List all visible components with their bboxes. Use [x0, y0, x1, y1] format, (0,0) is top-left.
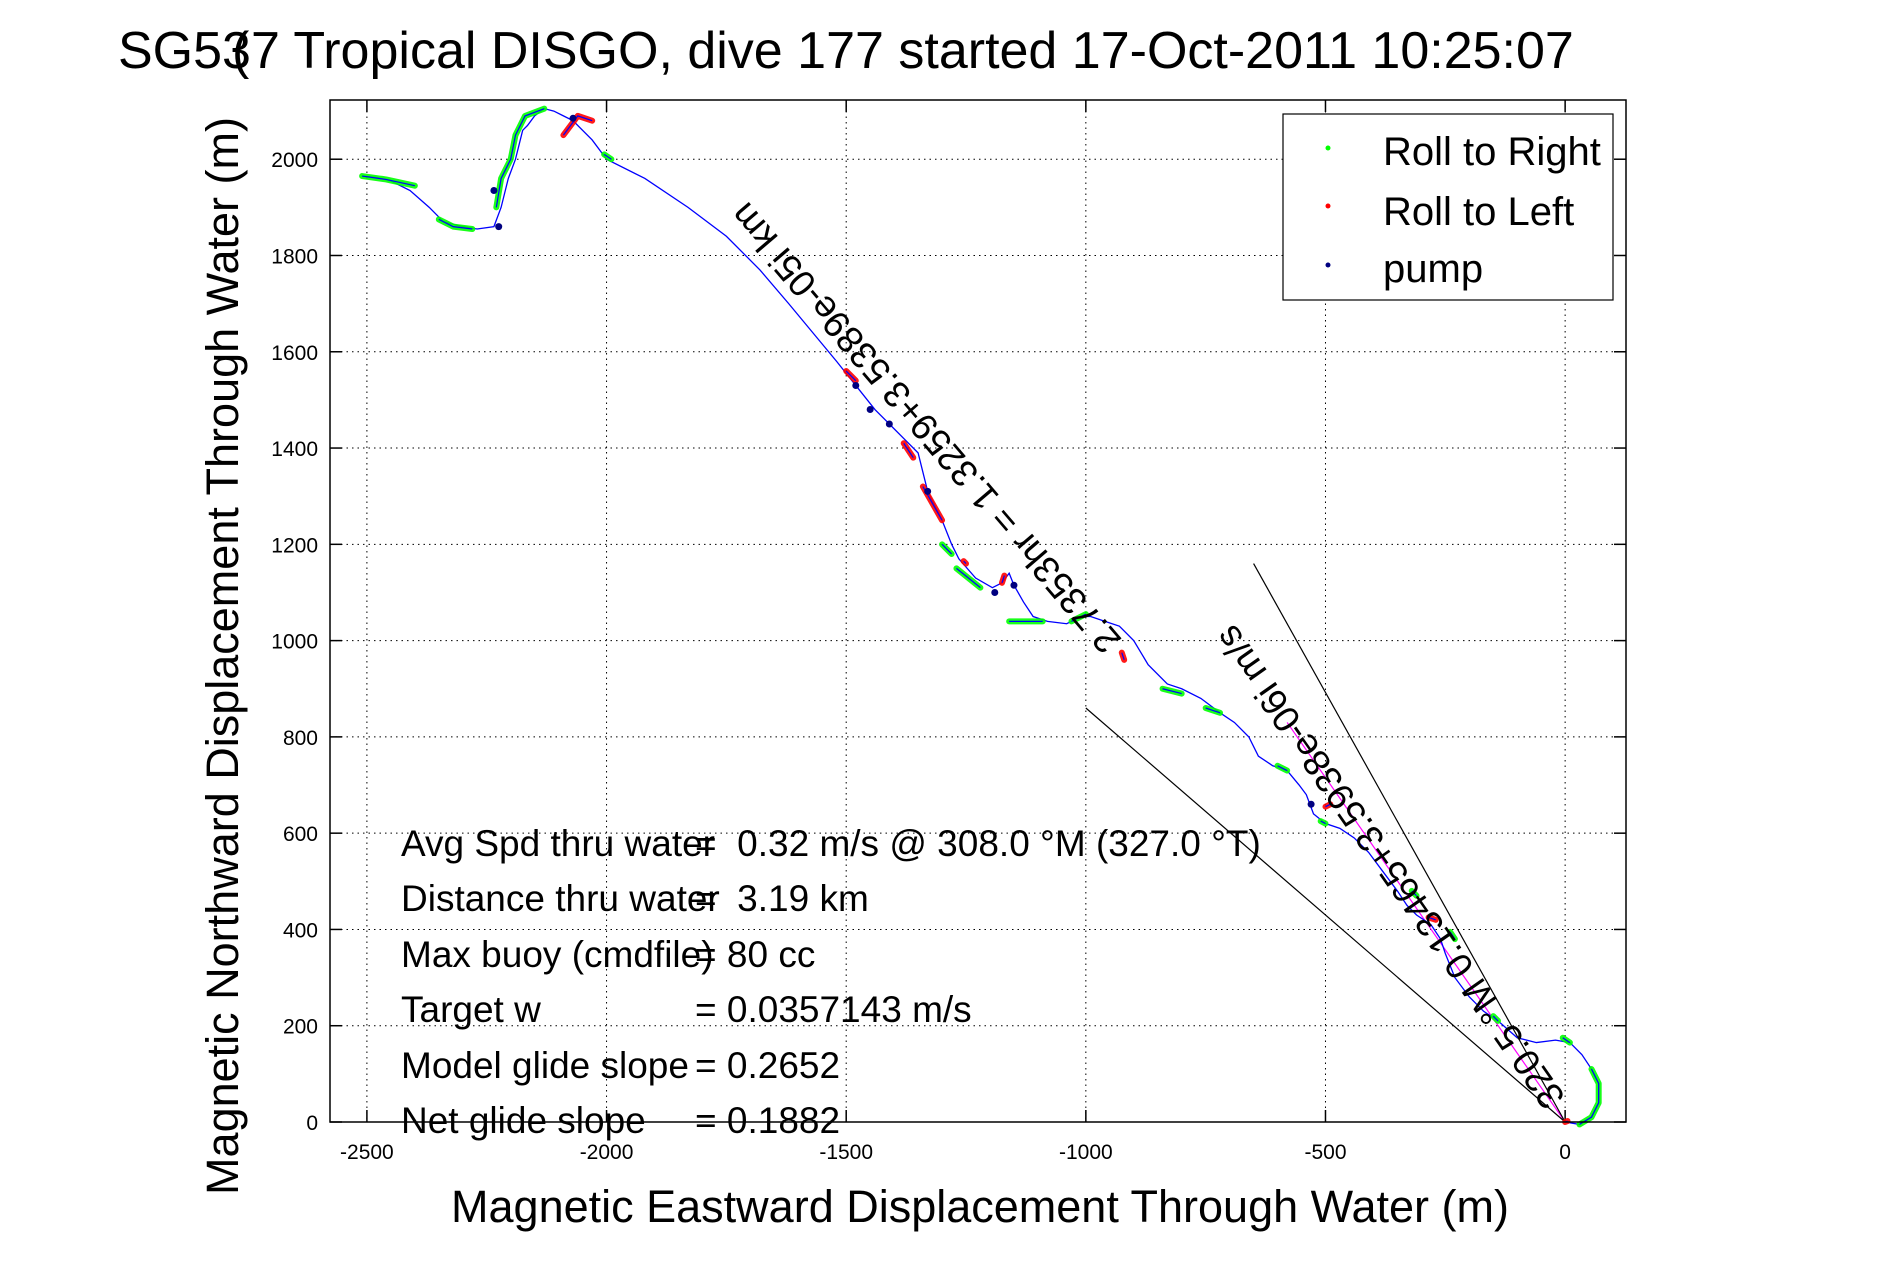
pump-marker [866, 406, 874, 414]
stat-label: Distance thru water [401, 878, 720, 919]
track-line-overlay [1325, 803, 1331, 808]
track-line-overlay [963, 560, 967, 565]
chart-title: SG537 Tropical DISGO, dive 177 started 1… [118, 22, 1574, 80]
track-line-overlay [603, 153, 612, 160]
track-line-overlay [362, 175, 415, 187]
track-line-overlay [1449, 931, 1456, 940]
track-line-overlay [941, 543, 953, 555]
track-line-overlay [438, 218, 473, 230]
track-line-overlay [1428, 916, 1436, 921]
pump-marker [852, 381, 860, 389]
stats-block: Avg Spd thru water = 0.32 m/s @ 308.0 °M… [401, 823, 1261, 1141]
stat-value: = 0.0357143 m/s [695, 989, 972, 1030]
rotated-annotations: 2.7353hr = 1.3259+3.5389e-05i km 320.5 °… [722, 195, 1573, 1116]
pump-marker [1010, 581, 1018, 589]
y-tick-label: 800 [283, 727, 318, 750]
legend: Roll to Right Roll to Left pump [1282, 113, 1614, 301]
plot-frame [329, 99, 1627, 1123]
track-line-overlay [1162, 688, 1182, 695]
pump-marker [569, 114, 577, 122]
y-tick-label: 600 [283, 823, 318, 846]
x-tick-label: -1500 [819, 1141, 873, 1164]
legend-marker-roll-left [1325, 203, 1331, 209]
legend-label-pump: pump [1383, 247, 1483, 291]
x-tick-label: 0 [1559, 1141, 1571, 1164]
stat-label: Max buoy (cmdfile) [401, 934, 714, 975]
roll-right-marker [435, 216, 476, 233]
y-tick-label: 1800 [271, 245, 318, 268]
reference-lines [1085, 563, 1566, 1123]
track-line-overlay [1121, 652, 1125, 661]
y-tick-label: 0 [306, 1112, 318, 1135]
stat-label: Avg Spd thru water [401, 823, 715, 864]
legend-box [1282, 113, 1614, 301]
bearing-line [1286, 722, 1566, 1123]
track-line-overlay [1411, 890, 1417, 897]
legend-label-roll-right: Roll to Right [1383, 130, 1601, 174]
stat-value: = 0.2652 [695, 1045, 840, 1086]
stat-value: = 3.19 km [695, 878, 869, 919]
y-tick-label: 1000 [271, 631, 318, 654]
pump-marker [495, 223, 503, 231]
cone-line-lower [1085, 707, 1566, 1123]
track-line-overlay [1071, 613, 1087, 622]
track-line-overlay [495, 108, 545, 208]
legend-marker-pump [1325, 262, 1331, 268]
pump-marker [924, 487, 932, 495]
stat-value: = 0.1882 [695, 1100, 840, 1141]
track-line-overlay [1320, 820, 1326, 825]
stat-label: Model glide slope [401, 1045, 689, 1086]
y-tick-label: 400 [283, 919, 318, 942]
track-line-overlay [845, 370, 857, 382]
x-tick-label: -1000 [1059, 1141, 1113, 1164]
y-tick-label: 200 [283, 1016, 318, 1039]
track-line-overlay [1001, 575, 1005, 584]
cone-line-upper [1253, 563, 1566, 1123]
roll-markers [359, 105, 1602, 1128]
pump-marker [885, 420, 893, 428]
stat-label: Net glide slope [401, 1100, 646, 1141]
x-tick-label: -500 [1304, 1141, 1346, 1164]
tick-labels: -2500 -2000 -1500 -1000 -500 0 0 200 400 600 800 10… [271, 149, 1571, 1164]
pump-marker [991, 588, 999, 596]
x-axis-label: Magnetic Eastward Displacement Through W… [451, 1181, 1509, 1232]
track-line-overlay [903, 442, 914, 459]
rotated-distance-annotation: 2.7353hr = 1.3259+3.5389e-05i km [722, 195, 1129, 661]
pump-marker [490, 187, 498, 195]
pump-marker [1307, 800, 1315, 808]
track-line-overlay [956, 567, 981, 589]
y-tick-label: 2000 [271, 149, 318, 172]
track-line-overlay [1205, 707, 1221, 714]
track-line-overlay [562, 115, 593, 136]
track-line-overlay [1562, 1037, 1571, 1044]
y-tick-label: 1400 [271, 438, 318, 461]
y-axis-label: Magnetic Northward Displacement Through … [197, 117, 248, 1195]
roll-right-marker [493, 105, 548, 211]
track-line-overlay [1277, 765, 1288, 772]
y-tick-label: 1600 [271, 342, 318, 365]
stat-label: Target w [401, 989, 541, 1030]
legend-label-roll-left: Roll to Left [1383, 190, 1574, 234]
y-tick-label: 1200 [271, 534, 318, 557]
title-overlap-glyph: ( [232, 22, 250, 80]
legend-marker-roll-right [1325, 145, 1331, 151]
x-tick-label: -2000 [580, 1141, 634, 1164]
rotated-speed-annotation: 320.5 °M 0.13465+3.5938e-06i m/s [1207, 618, 1573, 1116]
stat-value: = 80 cc [695, 934, 815, 975]
track-line-overlay [1579, 1068, 1600, 1125]
track-line-overlay [1492, 1015, 1499, 1022]
x-tick-label: -2500 [340, 1141, 394, 1164]
stat-value: = 0.32 m/s @ 308.0 °M (327.0 °T) [695, 823, 1261, 864]
